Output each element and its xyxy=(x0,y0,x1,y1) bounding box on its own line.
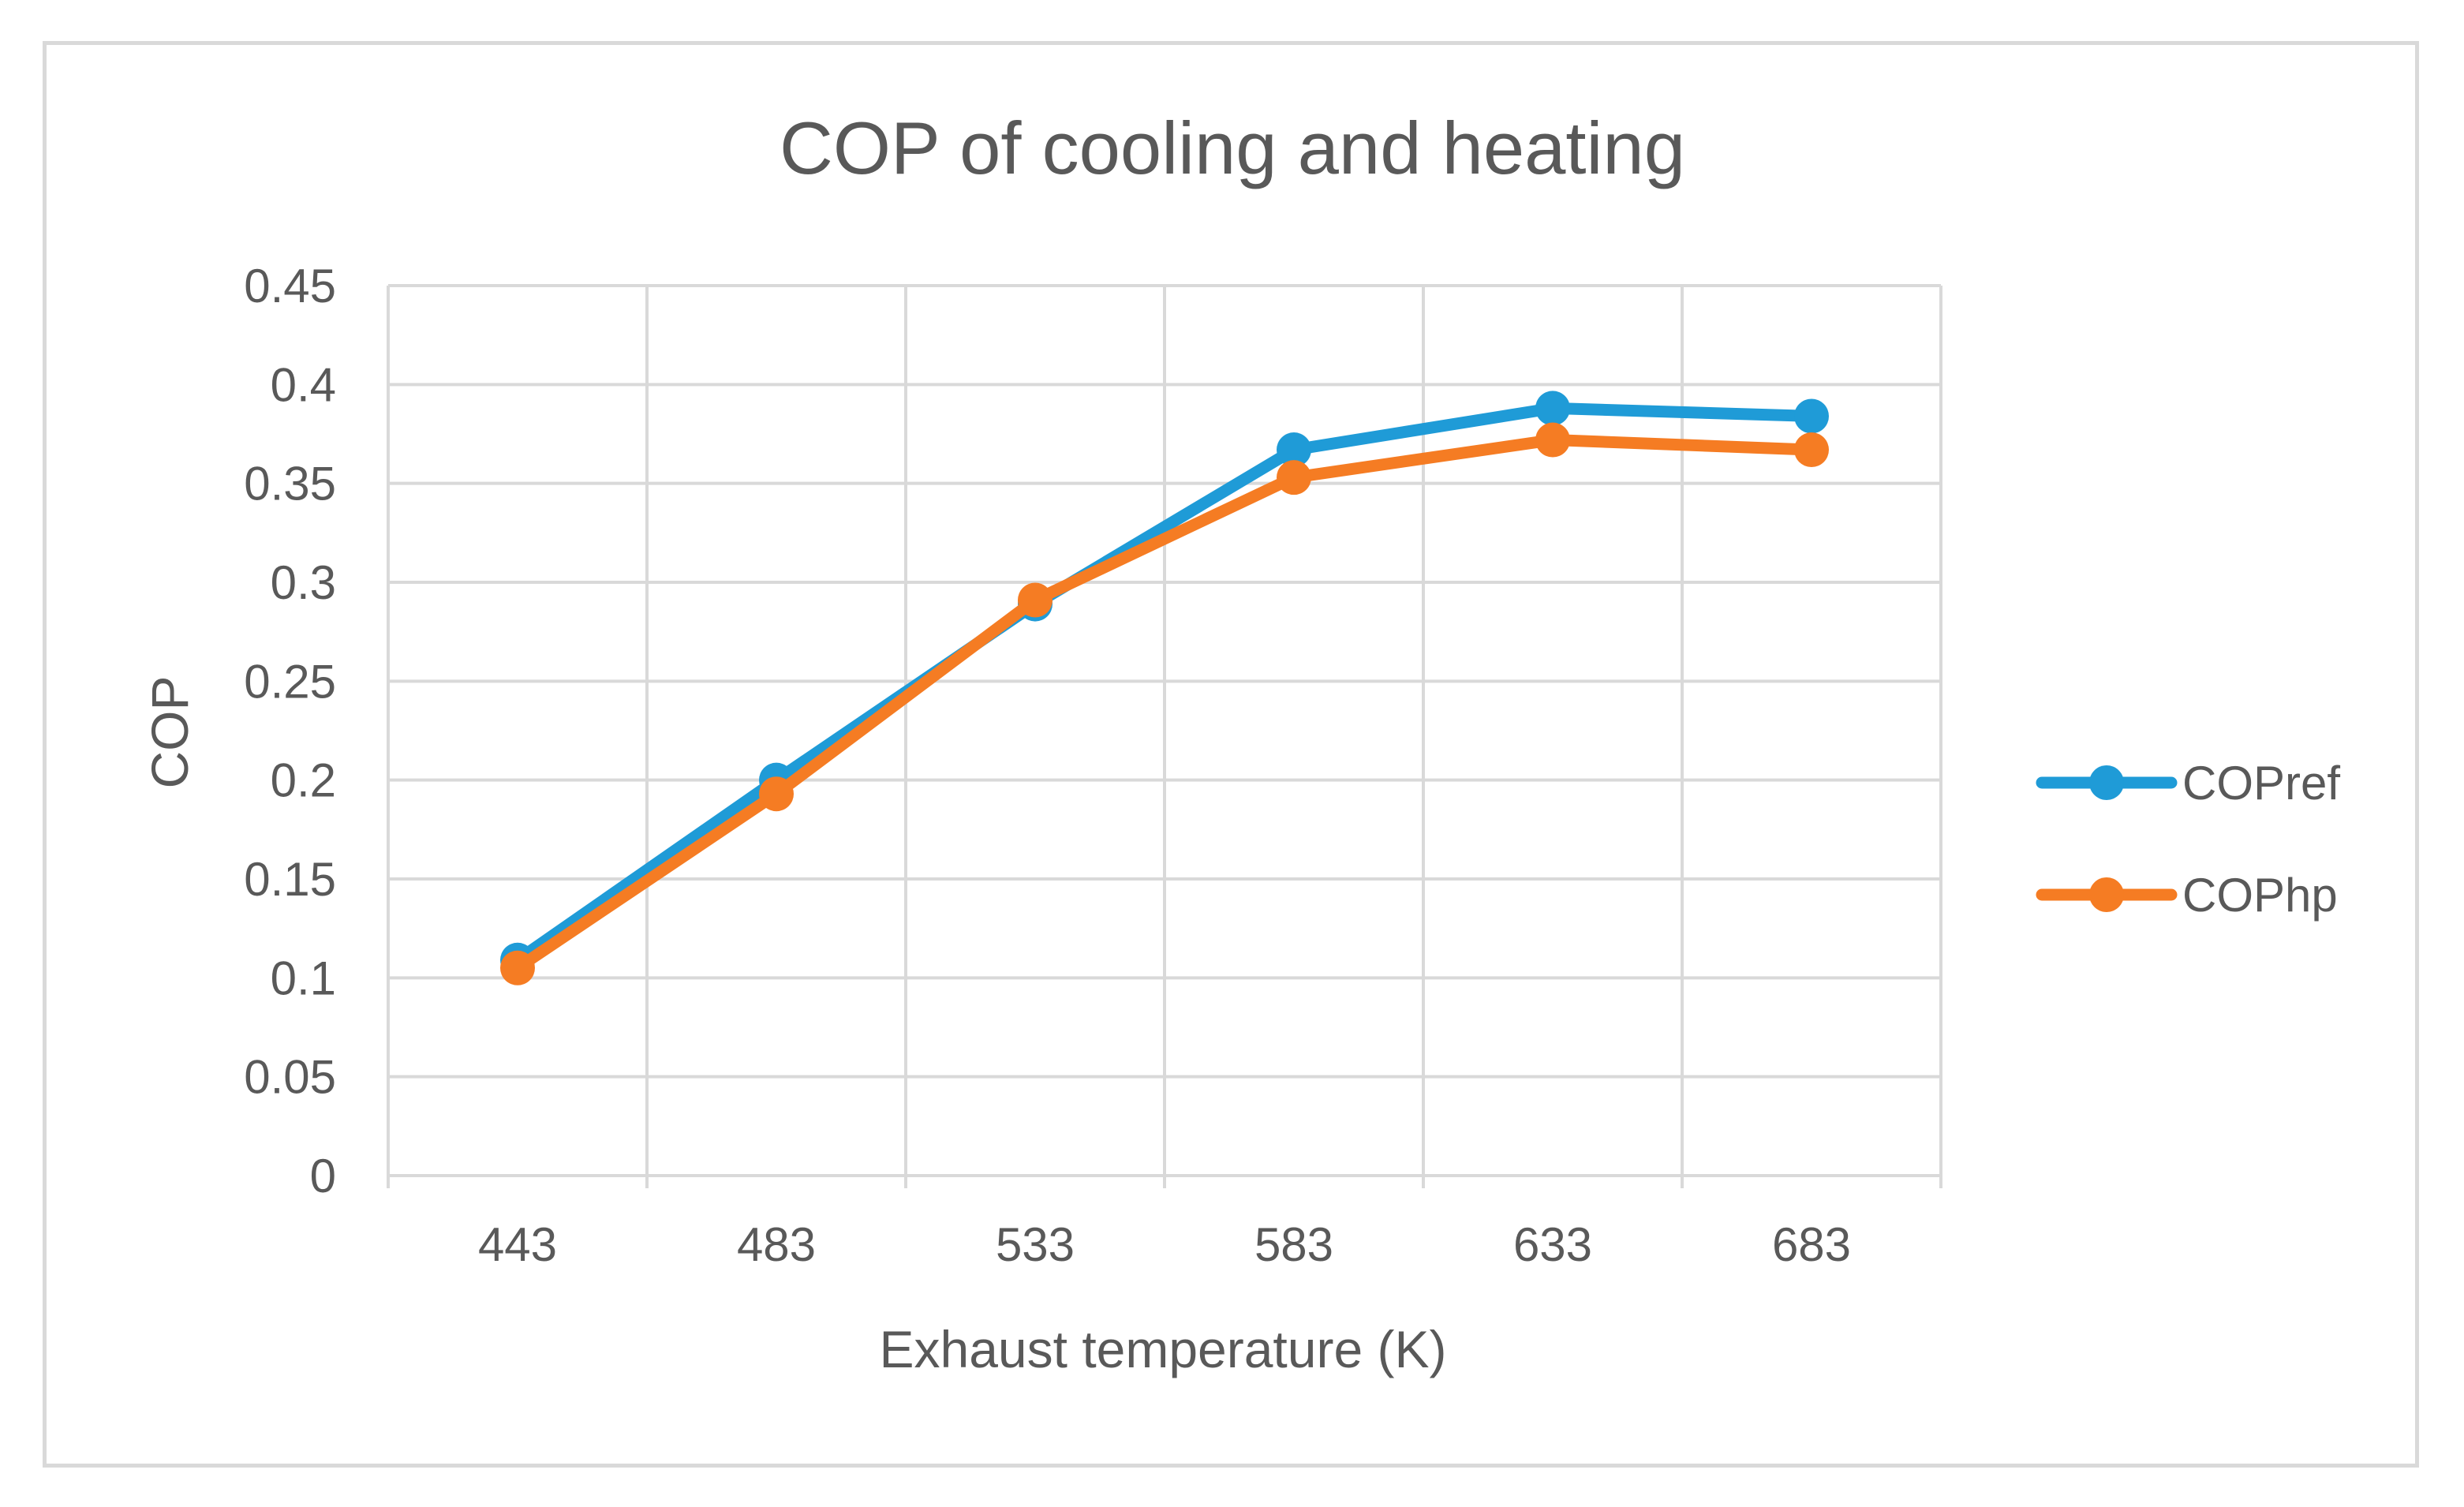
x-tick-label: 443 xyxy=(478,1218,557,1271)
x-tick-label: 683 xyxy=(1772,1218,1851,1271)
y-tick-label: 0.25 xyxy=(244,655,336,708)
data-point-cophp xyxy=(1794,432,1829,468)
y-tick-label: 0.05 xyxy=(244,1051,336,1104)
series-line-cophp xyxy=(511,434,1818,974)
legend: COPref COPhp xyxy=(2036,757,2340,922)
y-tick-label: 0.45 xyxy=(244,260,336,312)
legend-swatch-marker xyxy=(2089,877,2124,912)
data-point-copref xyxy=(1277,432,1311,468)
x-tick-label: 483 xyxy=(737,1218,816,1271)
data-point-cophp xyxy=(500,950,535,985)
x-axis-title: Exhaust temperature (K) xyxy=(880,1320,1447,1378)
y-tick-label: 0 xyxy=(310,1150,336,1202)
legend-label: COPhp xyxy=(2182,869,2338,922)
legend-label: COPref xyxy=(2182,757,2340,810)
series-cophp xyxy=(500,422,1829,985)
data-point-copref xyxy=(1794,398,1829,434)
y-tick-label: 0.4 xyxy=(271,358,336,411)
data-point-copref xyxy=(1535,391,1570,426)
y-tick-label: 0.1 xyxy=(271,952,336,1004)
y-tick-label: 0.2 xyxy=(271,754,336,807)
legend-swatch-marker xyxy=(2089,765,2124,800)
data-point-cophp xyxy=(759,776,794,812)
legend-item-copref: COPref xyxy=(2036,757,2340,810)
y-tick-label: 0.15 xyxy=(244,853,336,906)
series xyxy=(500,391,1829,985)
y-tick-label: 0.3 xyxy=(271,556,336,609)
legend-item-cophp: COPhp xyxy=(2036,869,2338,922)
gridlines xyxy=(388,284,1942,1176)
series-line-copref xyxy=(511,402,1818,967)
axes xyxy=(387,286,1942,1188)
data-point-cophp xyxy=(1277,460,1311,495)
x-tick-label: 533 xyxy=(996,1218,1075,1271)
x-axis-ticks: 443 483 533 583 633 683 xyxy=(478,1218,1851,1271)
x-tick-label: 633 xyxy=(1513,1218,1592,1271)
chart-frame xyxy=(43,41,2419,1468)
y-axis-ticks: 0 0.05 0.1 0.15 0.2 0.25 0.3 0.35 0.4 0.45 xyxy=(244,260,336,1202)
data-point-cophp xyxy=(1018,582,1053,618)
y-axis-title: COP xyxy=(140,675,199,788)
data-point-cophp xyxy=(1535,422,1570,458)
chart-title: COP of cooling and heating xyxy=(780,107,1685,189)
y-tick-label: 0.35 xyxy=(244,458,336,510)
x-tick-label: 583 xyxy=(1254,1218,1333,1271)
